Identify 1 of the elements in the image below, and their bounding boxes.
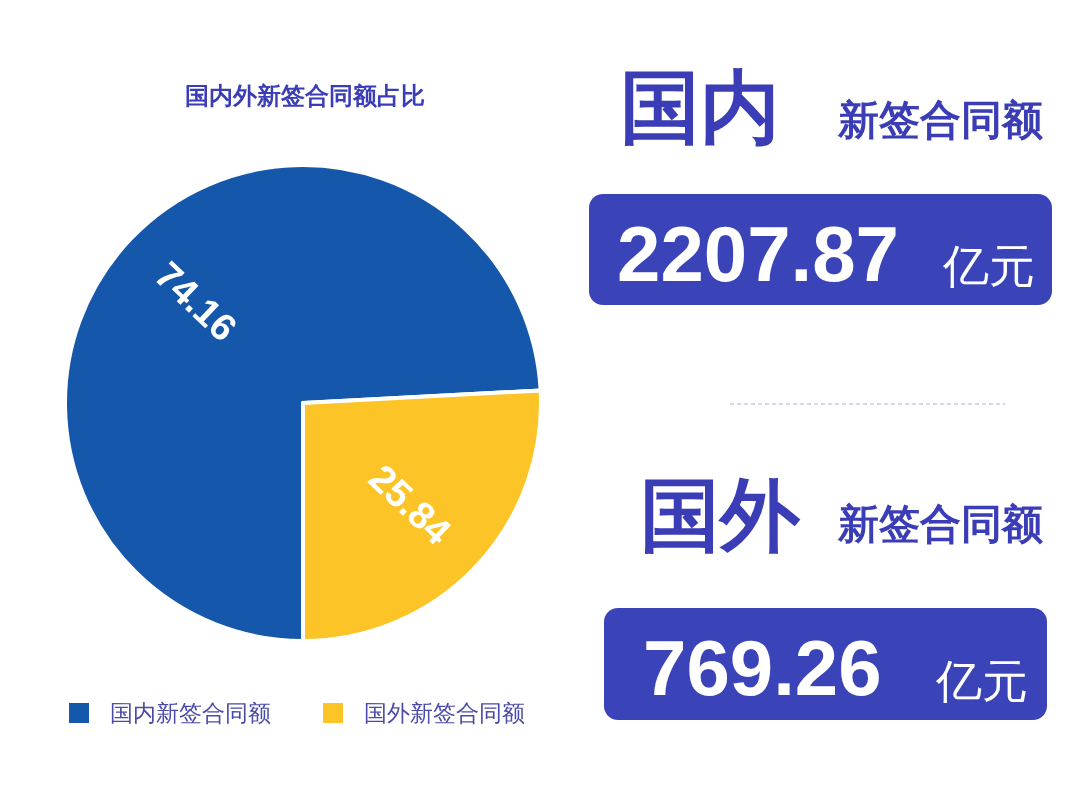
title: 国内外新签合同额占比: [185, 82, 425, 109]
